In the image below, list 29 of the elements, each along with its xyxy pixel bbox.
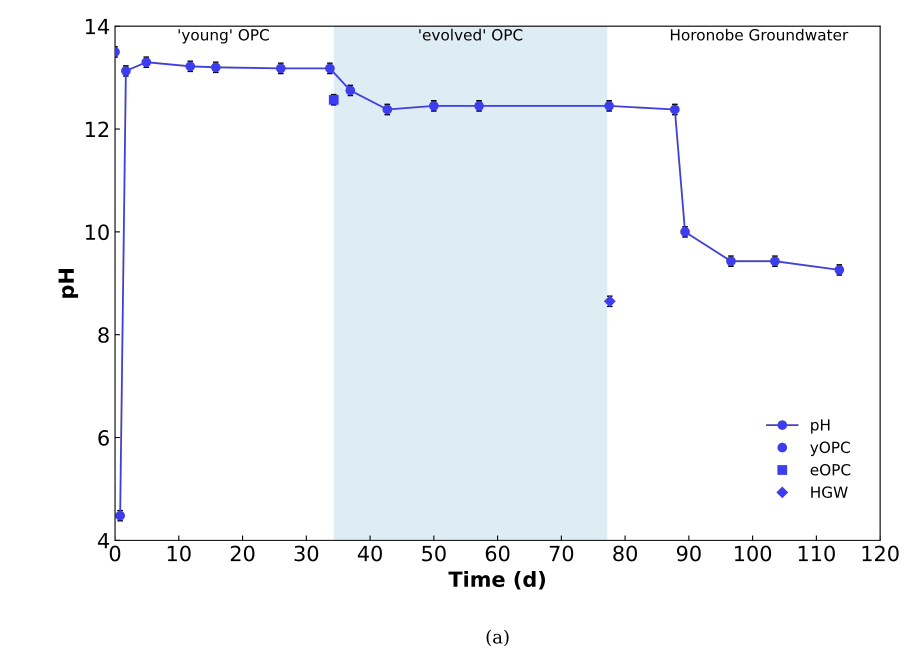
- legend-label: HGW: [811, 486, 848, 498]
- x-axis-title: Time (d): [448, 570, 545, 590]
- y-tick-label: 10: [86, 224, 109, 240]
- x-tick-label: 30: [294, 546, 318, 562]
- x-tick-label: 90: [676, 546, 701, 562]
- x-tick-label: 60: [486, 546, 510, 562]
- x-tick-label: 0: [110, 546, 120, 562]
- x-tick-label: 20: [230, 546, 254, 562]
- y-tick-label: 12: [86, 121, 108, 137]
- legend-label: eOPC: [810, 464, 850, 476]
- band-label: 'evolved' OPC: [419, 28, 522, 41]
- text: (a): [486, 630, 509, 646]
- x-tick-label: 40: [358, 546, 382, 562]
- x-tick-label: 80: [613, 546, 637, 562]
- annotation: Horonobe Groundwater: [670, 28, 848, 41]
- legend-label: yOPC: [810, 442, 850, 456]
- y-axis-title: pH: [58, 269, 78, 298]
- x-tick-label: 100: [735, 546, 772, 562]
- y-tick-label: 8: [98, 327, 109, 343]
- y-tick-label: 4: [98, 533, 110, 548]
- y-tick-label: 6: [98, 430, 109, 446]
- x-tick-label: 120: [862, 546, 899, 562]
- x-tick-label: 50: [422, 546, 446, 562]
- annotation: 'young' OPC: [178, 29, 269, 44]
- y-tick-label: 14: [86, 18, 110, 34]
- x-tick-label: 10: [168, 546, 191, 562]
- x-tick-label: 70: [550, 546, 574, 562]
- legend-label: pH: [811, 419, 830, 434]
- x-tick-label: 110: [798, 546, 835, 562]
